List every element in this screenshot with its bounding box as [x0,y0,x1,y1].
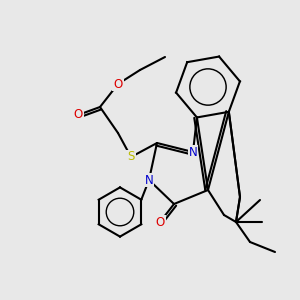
Text: O: O [113,77,123,91]
Text: S: S [127,151,135,164]
Text: O: O [74,109,82,122]
Text: O: O [155,215,165,229]
Text: N: N [145,173,153,187]
Text: N: N [189,146,197,158]
